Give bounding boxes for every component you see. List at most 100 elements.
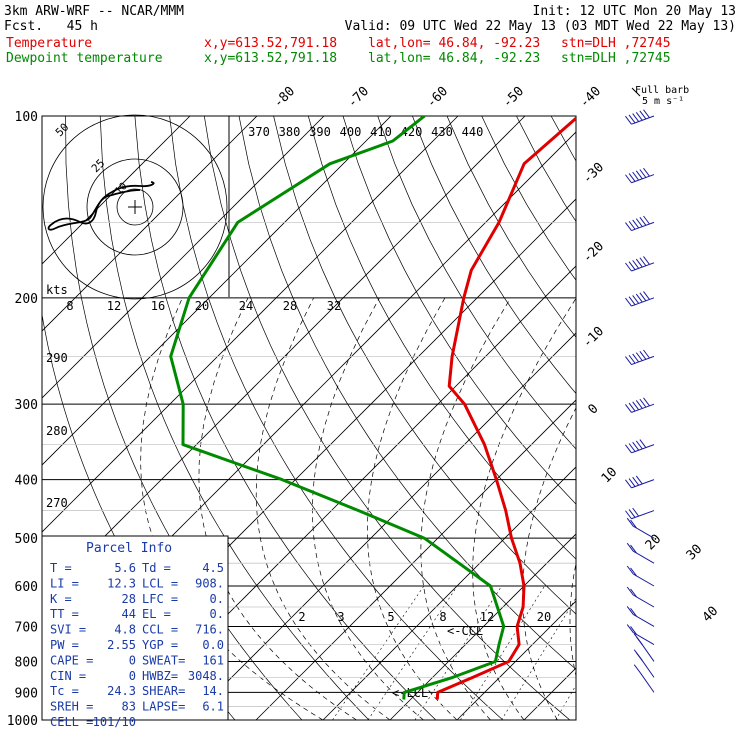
hodograph-ring: [116, 188, 154, 226]
wind-barb: [626, 606, 655, 627]
dewpoint-line: [169, 116, 506, 700]
wind-barb-shaft: [632, 632, 655, 645]
wind-key-label: Full barb: [635, 85, 689, 96]
wind-barb-flag: [635, 111, 643, 121]
mixing-ratio-label: 12: [107, 299, 121, 313]
hodograph-trace: [47, 181, 155, 231]
wind-barb-flag: [630, 567, 637, 577]
wind-barb-flag: [643, 215, 650, 225]
wind-barb-flag: [625, 479, 632, 489]
isotherm-line: [591, 116, 740, 720]
wind-barb-flag: [632, 295, 640, 304]
parcel-field-value: 0.: [210, 607, 224, 621]
dewpoint-latlon: lat,lon= 46.84, -92.23: [368, 51, 541, 66]
parcel-field-value: 2.55: [107, 638, 136, 652]
wind-barb: [626, 624, 655, 645]
mixing-ratio-line: [555, 684, 576, 720]
wind-barb-flag: [643, 291, 650, 300]
parcel-field-label: LAPSE=: [142, 700, 185, 714]
parcel-field-value: 101/10: [93, 715, 136, 729]
wind-barb-flag: [628, 261, 636, 270]
isotherm-label: 0: [585, 401, 601, 417]
temperature-legend: Temperature: [6, 36, 93, 51]
mixing-ratio-line: [460, 585, 545, 720]
mixing-ratio-label: 28: [283, 299, 297, 313]
wind-barb-flag: [633, 664, 641, 674]
parcel-field-value: 4.8: [114, 623, 136, 637]
wind-barb-shaft: [631, 444, 655, 454]
wind-barb-flag: [639, 257, 647, 267]
isotherm-label: -70: [345, 84, 372, 111]
parcel-field-value: 0.0: [202, 638, 224, 652]
pressure-label: 100: [15, 110, 38, 125]
parcel-field-label: K =: [50, 592, 72, 606]
parcel-field-value: 5.6: [114, 561, 136, 575]
theta-label: 440: [462, 125, 484, 139]
isotherm-line: [188, 332, 576, 720]
lower-mixing-label: 12: [480, 610, 494, 624]
wind-barb-flag: [639, 110, 647, 120]
wind-barb-flag: [625, 222, 632, 231]
parcel-field-value: 0: [129, 653, 136, 667]
hodograph-ring-label: 50: [53, 121, 72, 140]
lower-mixing-label: 2: [298, 610, 305, 624]
wind-barb: [625, 291, 655, 307]
parcel-info-title: Parcel Info: [86, 541, 172, 556]
valid-time: Valid: 09 UTC Wed 22 May 13 (03 MDT Wed …: [344, 19, 736, 34]
wind-barb-shaft: [639, 641, 655, 662]
parcel-field-value: 6.1: [202, 700, 224, 714]
theta-label: 370: [248, 125, 270, 139]
dry-adiabat: [516, 116, 576, 223]
wind-barb-flag: [630, 544, 637, 554]
parcel-field-label: PW =: [50, 638, 79, 652]
wind-barb-flag: [643, 109, 650, 118]
wind-barb: [625, 439, 655, 454]
pressure-label: 300: [15, 398, 38, 413]
parcel-field-label: SREH =: [50, 700, 93, 714]
isotherm-line: [42, 116, 258, 332]
wind-barb: [625, 167, 655, 184]
wind-barb-flag: [625, 404, 632, 413]
parcel-field-label: T =: [50, 561, 72, 575]
wind-barb-shaft: [632, 614, 655, 627]
parcel-field-label: EL =: [142, 607, 171, 621]
lcl-annotation: <-LCL: [392, 686, 428, 700]
wind-barb-flag: [635, 400, 643, 409]
isotherm-line: [42, 116, 325, 399]
theta-label: 390: [309, 125, 331, 139]
dry-adiabat: [203, 116, 571, 720]
wind-barb: [625, 397, 655, 413]
mixing-ratio-line: [367, 585, 458, 720]
wind-barb-flag: [635, 258, 643, 268]
parcel-field-label: LFC =: [142, 592, 178, 606]
wind-barb-flag: [628, 402, 636, 412]
isotherm-line: [523, 667, 576, 720]
parcel-field-value: 24.3: [107, 684, 136, 698]
isotherm-line: [322, 466, 576, 720]
temperature-station: stn=DLH ,72745: [561, 36, 671, 51]
dry-adiabat: [342, 116, 576, 505]
wind-barb-flag: [625, 444, 632, 454]
parcel-field-value: 28: [122, 592, 136, 606]
theta-side-label: 270: [46, 496, 68, 510]
isotherm-label: -40: [577, 84, 604, 111]
wind-barb-flag: [639, 398, 647, 408]
wind-barb: [625, 475, 655, 489]
wind-barb-flag: [628, 354, 636, 364]
parcel-field-value: 4.5: [202, 561, 224, 575]
lower-mixing-label: 20: [537, 610, 551, 624]
wind-barb-flag: [643, 167, 650, 177]
parcel-field-value: 14.: [202, 684, 224, 698]
parcel-field-value: 3048.: [188, 669, 224, 683]
wind-barb-flag: [636, 652, 643, 662]
hodograph-kts-label: kts: [46, 283, 68, 297]
parcel-field-label: CELL =: [50, 715, 93, 729]
wind-barb-flag: [630, 626, 637, 635]
wind-barb-flag: [632, 219, 640, 229]
wind-barb-shaft: [631, 403, 655, 413]
lower-mixing-label: 8: [439, 610, 446, 624]
mixing-ratio-label: 16: [151, 299, 165, 313]
wind-barb-flag: [639, 217, 647, 226]
isotherm-line: [658, 116, 740, 720]
wind-barb-flag: [625, 115, 632, 125]
